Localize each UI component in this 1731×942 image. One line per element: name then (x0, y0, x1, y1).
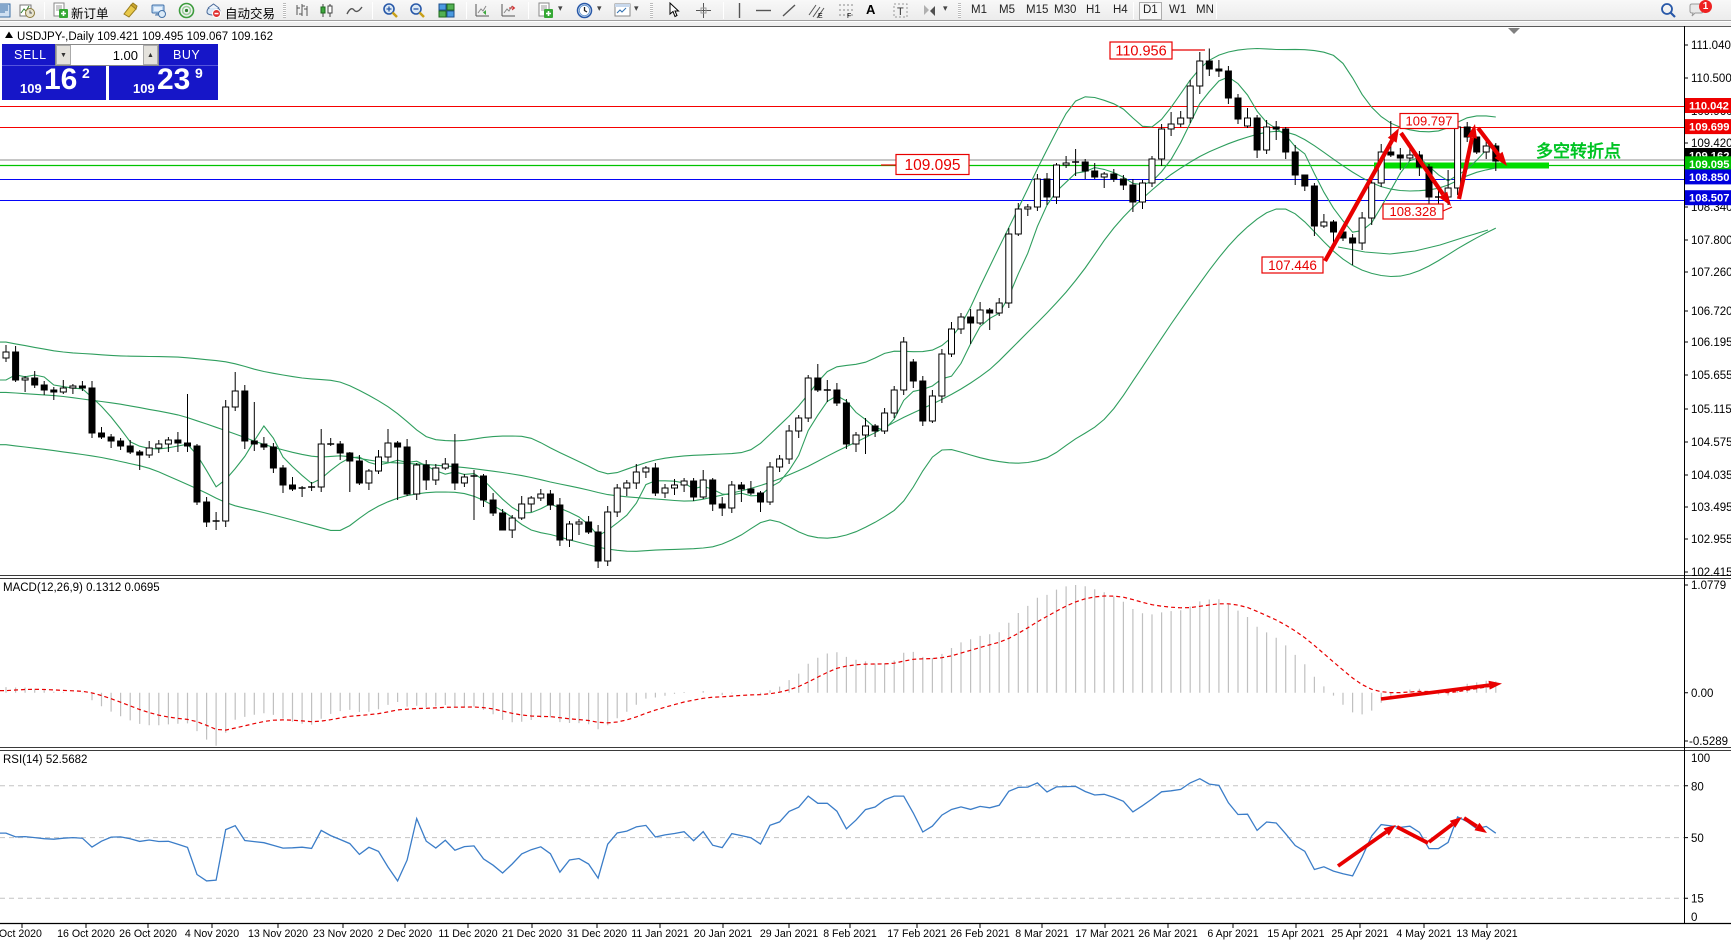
svg-text:8 Feb 2021: 8 Feb 2021 (823, 928, 877, 940)
svg-text:0.00: 0.00 (1691, 688, 1713, 700)
svg-text:110.042: 110.042 (1689, 101, 1729, 113)
svg-text:102.955: 102.955 (1691, 534, 1731, 546)
svg-text:11 Jan 2021: 11 Jan 2021 (631, 928, 689, 940)
svg-text:E: E (818, 13, 823, 19)
svg-text:108.328: 108.328 (1390, 204, 1437, 219)
svg-text:107.446: 107.446 (1268, 258, 1317, 273)
svg-text:26 Feb 2021: 26 Feb 2021 (950, 928, 1010, 940)
svg-text:108.850: 108.850 (1689, 172, 1729, 184)
svg-text:111.040: 111.040 (1691, 40, 1731, 52)
svg-text:2 Dec 2020: 2 Dec 2020 (378, 928, 432, 940)
svg-text:109.095: 109.095 (1689, 159, 1729, 171)
svg-text:26 Oct 2020: 26 Oct 2020 (119, 928, 177, 940)
svg-text:17 Mar 2021: 17 Mar 2021 (1075, 928, 1135, 940)
svg-text:105.115: 105.115 (1691, 404, 1731, 416)
svg-text:29 Jan 2021: 29 Jan 2021 (760, 928, 818, 940)
svg-text:USDJPY-,Daily 109.421 109.495: USDJPY-,Daily 109.421 109.495 109.067 10… (17, 31, 273, 43)
svg-text:109.095: 109.095 (904, 157, 960, 174)
svg-text:6 Apr 2021: 6 Apr 2021 (1207, 928, 1258, 940)
svg-text:103.495: 103.495 (1691, 502, 1731, 514)
svg-text:110.500: 110.500 (1691, 73, 1731, 85)
svg-text:21 Dec 2020: 21 Dec 2020 (502, 928, 562, 940)
svg-text:16 Oct 2020: 16 Oct 2020 (57, 928, 115, 940)
svg-text:1.0779: 1.0779 (1691, 580, 1726, 592)
svg-text:105.655: 105.655 (1691, 370, 1731, 382)
svg-text:80: 80 (1691, 782, 1704, 794)
svg-text:109.797: 109.797 (1406, 114, 1453, 129)
svg-text:多空转折点: 多空转折点 (1536, 141, 1621, 161)
svg-text:100: 100 (1691, 753, 1710, 765)
svg-text:13 Nov 2020: 13 Nov 2020 (248, 928, 308, 940)
svg-text:25 Apr 2021: 25 Apr 2021 (1331, 928, 1388, 940)
svg-text:104.035: 104.035 (1691, 470, 1731, 482)
svg-text:20 Jan 2021: 20 Jan 2021 (694, 928, 752, 940)
svg-text:F: F (847, 13, 851, 19)
svg-text:4 Nov 2020: 4 Nov 2020 (185, 928, 239, 940)
svg-text:4 May 2021: 4 May 2021 (1396, 928, 1451, 940)
svg-text:106.195: 106.195 (1691, 337, 1731, 349)
svg-text:109.420: 109.420 (1691, 138, 1731, 150)
svg-text:11 Dec 2020: 11 Dec 2020 (438, 928, 497, 940)
svg-text:MACD(12,26,9) 0.1312 0.0695: MACD(12,26,9) 0.1312 0.0695 (3, 582, 160, 594)
svg-text:108.507: 108.507 (1689, 193, 1729, 205)
svg-text:13 May 2021: 13 May 2021 (1456, 928, 1517, 940)
svg-text:109.699: 109.699 (1689, 122, 1729, 134)
svg-text:107.800: 107.800 (1691, 235, 1731, 247)
svg-text:0: 0 (1691, 912, 1697, 924)
svg-text:T: T (897, 6, 904, 18)
svg-text:23 Nov 2020: 23 Nov 2020 (313, 928, 373, 940)
svg-text:15: 15 (1691, 894, 1704, 906)
svg-text:107.260: 107.260 (1691, 267, 1731, 279)
svg-text:26 Mar 2021: 26 Mar 2021 (1138, 928, 1198, 940)
svg-text:102.415: 102.415 (1691, 567, 1731, 579)
svg-text:110.956: 110.956 (1115, 44, 1166, 60)
svg-text:50: 50 (1691, 833, 1704, 845)
svg-text:7 Oct 2020: 7 Oct 2020 (0, 928, 42, 940)
svg-text:31 Dec 2020: 31 Dec 2020 (567, 928, 627, 940)
svg-text:-0.5289: -0.5289 (1689, 736, 1728, 748)
svg-text:106.720: 106.720 (1691, 306, 1731, 318)
svg-text:104.575: 104.575 (1691, 437, 1731, 449)
svg-text:RSI(14) 52.5682: RSI(14) 52.5682 (3, 754, 87, 766)
svg-text:17 Feb 2021: 17 Feb 2021 (887, 928, 947, 940)
svg-text:15 Apr 2021: 15 Apr 2021 (1267, 928, 1324, 940)
svg-text:8 Mar 2021: 8 Mar 2021 (1015, 928, 1069, 940)
